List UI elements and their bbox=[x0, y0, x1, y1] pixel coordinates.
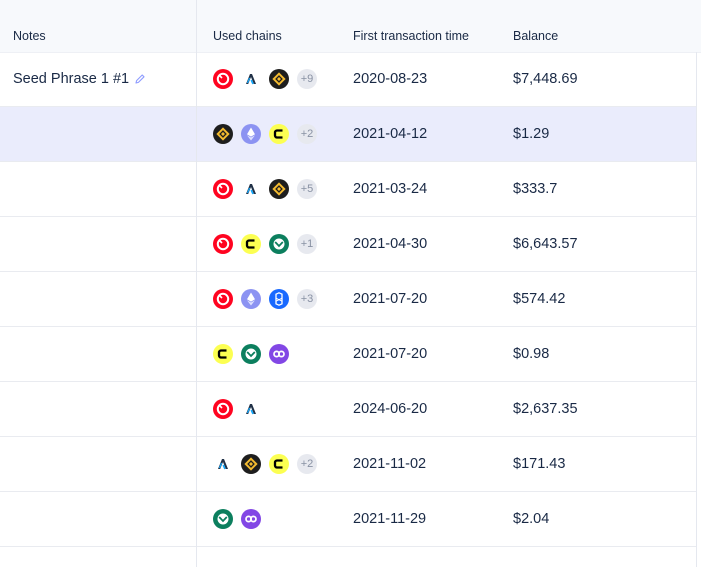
used-chains-cell: +1 bbox=[213, 217, 317, 271]
bnb-chain-icon bbox=[269, 69, 289, 89]
more-chains-badge[interactable]: +1 bbox=[297, 234, 317, 254]
table-row[interactable]: +2 2021-11-02 $171.43 bbox=[0, 437, 697, 492]
used-chains-cell: +5 bbox=[213, 162, 317, 216]
used-chains-cell: +2 bbox=[213, 107, 317, 161]
balance-value: $171.43 bbox=[513, 456, 566, 472]
table-row[interactable]: +1 2021-04-30 $6,643.57 bbox=[0, 217, 697, 272]
table-header: Notes Used chains First transaction time… bbox=[0, 0, 701, 53]
first-transaction-time: 2021-07-20 bbox=[353, 291, 428, 307]
ethereum-chain-icon bbox=[241, 124, 261, 144]
used-chains-cell bbox=[213, 382, 269, 436]
more-chains-badge[interactable]: +3 bbox=[297, 289, 317, 309]
balance-value: $1.29 bbox=[513, 126, 550, 142]
table-row[interactable]: 2021-07-20 $0.98 bbox=[0, 327, 697, 382]
bnb-chain-icon bbox=[213, 124, 233, 144]
table-row[interactable]: +3 2021-07-20 $574.42 bbox=[0, 272, 697, 327]
optimism-chain-icon bbox=[213, 399, 233, 419]
polygon-chain-icon bbox=[241, 509, 261, 529]
bnb-chain-icon bbox=[241, 454, 261, 474]
balance-value: $7,448.69 bbox=[513, 71, 578, 87]
table-right-edge bbox=[696, 52, 697, 567]
first-transaction-time: 2021-04-12 bbox=[353, 126, 428, 142]
arbitrum-chain-icon bbox=[241, 69, 261, 89]
table-row[interactable]: 2024-06-20 $2,637.35 bbox=[0, 382, 697, 437]
optimism-chain-icon bbox=[213, 289, 233, 309]
edit-icon[interactable] bbox=[134, 73, 146, 85]
used-chains-cell: +3 bbox=[213, 272, 317, 326]
notes-cell: Seed Phrase 1 #1 bbox=[13, 52, 146, 106]
balance-column-header[interactable]: Balance bbox=[513, 29, 559, 43]
optimism-chain-icon bbox=[213, 69, 233, 89]
first-transaction-time-column-header[interactable]: First transaction time bbox=[353, 29, 470, 43]
first-transaction-time: 2021-03-24 bbox=[353, 181, 428, 197]
arbitrum-chain-icon bbox=[241, 179, 261, 199]
column-divider bbox=[196, 0, 197, 567]
more-chains-badge[interactable]: +2 bbox=[297, 124, 317, 144]
first-transaction-time: 2021-11-29 bbox=[353, 511, 427, 527]
used-chains-column-header[interactable]: Used chains bbox=[213, 29, 282, 43]
celo-chain-icon bbox=[269, 124, 289, 144]
balance-value: $333.7 bbox=[513, 181, 558, 197]
first-transaction-time: 2021-11-02 bbox=[353, 456, 427, 472]
gnosis-chain-icon bbox=[241, 344, 261, 364]
more-chains-badge[interactable]: +2 bbox=[297, 454, 317, 474]
arbitrum-chain-icon bbox=[213, 454, 233, 474]
note-text: Seed Phrase 1 #1 bbox=[13, 71, 130, 87]
table-row[interactable]: 2021-11-29 $2.04 bbox=[0, 492, 697, 547]
used-chains-cell bbox=[213, 492, 269, 546]
ethereum-chain-icon bbox=[241, 289, 261, 309]
balance-value: $2.04 bbox=[513, 511, 550, 527]
optimism-chain-icon bbox=[213, 179, 233, 199]
balance-value: $0.98 bbox=[513, 346, 550, 362]
gnosis-chain-icon bbox=[213, 509, 233, 529]
celo-chain-icon bbox=[213, 344, 233, 364]
arbitrum-chain-icon bbox=[241, 399, 261, 419]
used-chains-cell: +2 bbox=[213, 437, 317, 491]
first-transaction-time: 2021-07-20 bbox=[353, 346, 428, 362]
used-chains-cell: +9 bbox=[213, 52, 317, 106]
first-transaction-time: 2024-06-20 bbox=[353, 401, 428, 417]
table-row[interactable]: +5 2021-03-24 $333.7 bbox=[0, 162, 697, 217]
celo-chain-icon bbox=[269, 454, 289, 474]
used-chains-cell bbox=[213, 327, 297, 381]
optimism-chain-icon bbox=[213, 234, 233, 254]
polygon-chain-icon bbox=[269, 344, 289, 364]
balance-value: $6,643.57 bbox=[513, 236, 578, 252]
gnosis-chain-icon bbox=[269, 234, 289, 254]
celo-chain-icon bbox=[241, 234, 261, 254]
bnb-chain-icon bbox=[269, 179, 289, 199]
more-chains-badge[interactable]: +9 bbox=[297, 69, 317, 89]
balance-value: $2,637.35 bbox=[513, 401, 578, 417]
more-chains-badge[interactable]: +5 bbox=[297, 179, 317, 199]
table-row[interactable]: +2 2021-04-12 $1.29 bbox=[0, 107, 697, 162]
first-transaction-time: 2021-04-30 bbox=[353, 236, 428, 252]
balance-value: $574.42 bbox=[513, 291, 566, 307]
table-row[interactable]: Seed Phrase 1 #1 +9 2020-08-23 $7,448.69 bbox=[0, 52, 697, 107]
first-transaction-time: 2020-08-23 bbox=[353, 71, 428, 87]
notes-column-header[interactable]: Notes bbox=[13, 29, 46, 43]
fantom-chain-icon bbox=[269, 289, 289, 309]
